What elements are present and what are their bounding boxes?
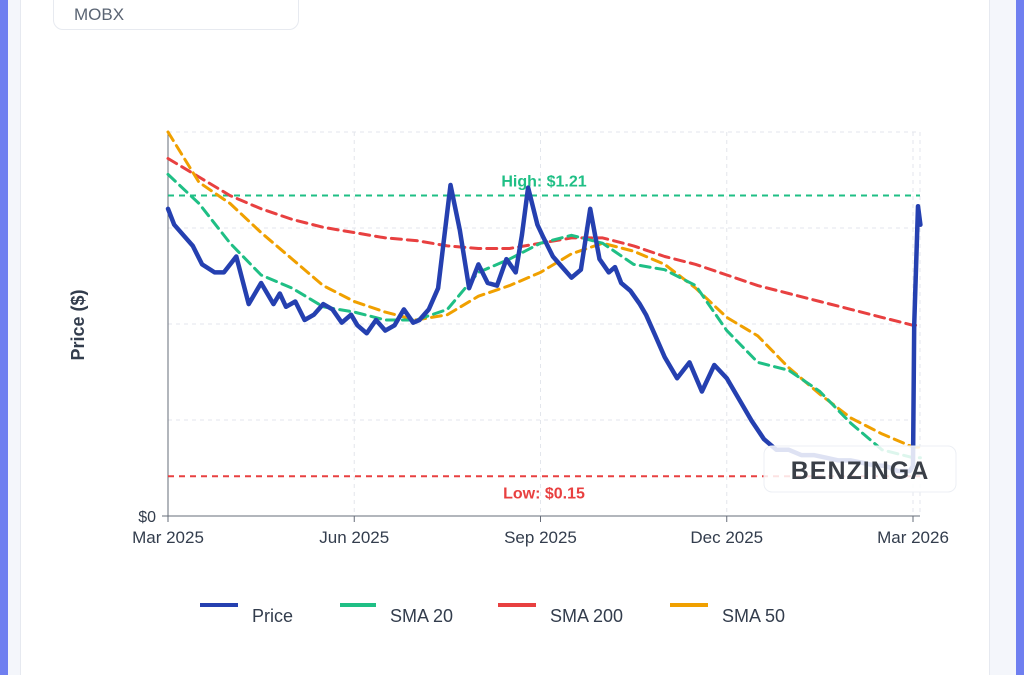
low-label: Low: $0.15 xyxy=(503,485,585,502)
x-tick-label-0: Mar 2025 xyxy=(132,528,204,547)
chart-panel xyxy=(20,0,990,675)
y-tick-label-0: $0 xyxy=(138,509,156,526)
x-tick-label-2: Sep 2025 xyxy=(504,528,577,547)
benzinga-logo: BENZINGA xyxy=(791,457,930,485)
ticker-symbol: MOBX xyxy=(74,5,125,24)
x-tick-label-4: Mar 2026 xyxy=(877,528,949,547)
series-sma-20 xyxy=(166,172,922,460)
x-tick-label-3: Dec 2025 xyxy=(690,528,763,547)
x-tick-label-1: Jun 2025 xyxy=(319,528,389,547)
watermark-box xyxy=(763,445,957,493)
high-label: High: $1.21 xyxy=(501,174,586,191)
legend-label-sma-20: SMA 20 xyxy=(390,606,453,626)
legend-label-sma-200: SMA 200 xyxy=(550,606,623,626)
watermark: BENZINGA xyxy=(763,445,957,493)
legend-label-price: Price xyxy=(252,606,293,626)
legend: Price SMA 20 SMA 200 SMA 50 xyxy=(200,603,785,626)
y-axis-title: Price ($) xyxy=(68,289,88,360)
ticker-box[interactable]: MOBX xyxy=(53,0,299,30)
legend-label-sma-50: SMA 50 xyxy=(722,606,785,626)
